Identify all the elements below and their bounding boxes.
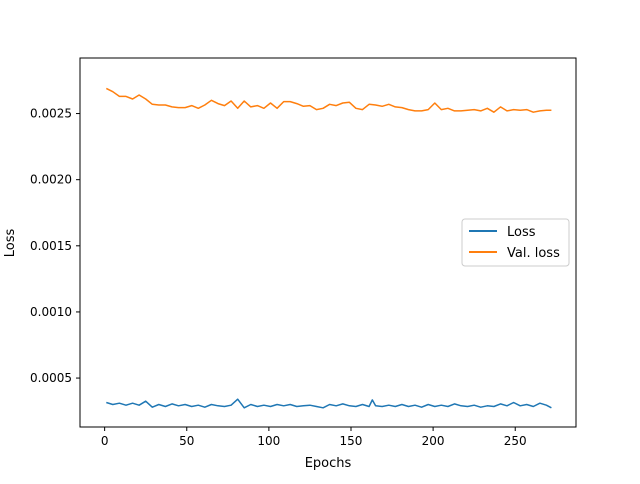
y-axis-ticks: 0.0005 0.0010 0.0015 0.0020 0.0025 [30, 107, 80, 385]
series-line-1 [105, 87, 552, 113]
legend-label-val-loss: Val. loss [507, 246, 560, 261]
series-line-0 [106, 398, 552, 409]
x-tick-label: 150 [340, 434, 363, 448]
y-tick-label: 0.0005 [30, 371, 72, 385]
x-tick-label: 50 [179, 434, 194, 448]
x-axis-ticks: 0 50 100 150 200 250 [101, 427, 527, 448]
x-tick-label: 200 [422, 434, 445, 448]
y-tick-label: 0.0025 [30, 107, 72, 121]
y-tick-label: 0.0015 [30, 239, 72, 253]
x-tick-label: 250 [504, 434, 527, 448]
plot-frame [79, 57, 577, 428]
legend: Loss Val. loss [461, 218, 570, 267]
y-tick-label: 0.0010 [30, 305, 72, 319]
x-axis-label: Epochs [305, 456, 352, 471]
legend-label-loss: Loss [507, 225, 536, 240]
y-axis-label: Loss [3, 229, 18, 258]
x-tick-label: 100 [257, 434, 280, 448]
plot-lines [105, 87, 552, 409]
y-tick-label: 0.0020 [30, 173, 72, 187]
x-tick-label: 0 [101, 434, 109, 448]
